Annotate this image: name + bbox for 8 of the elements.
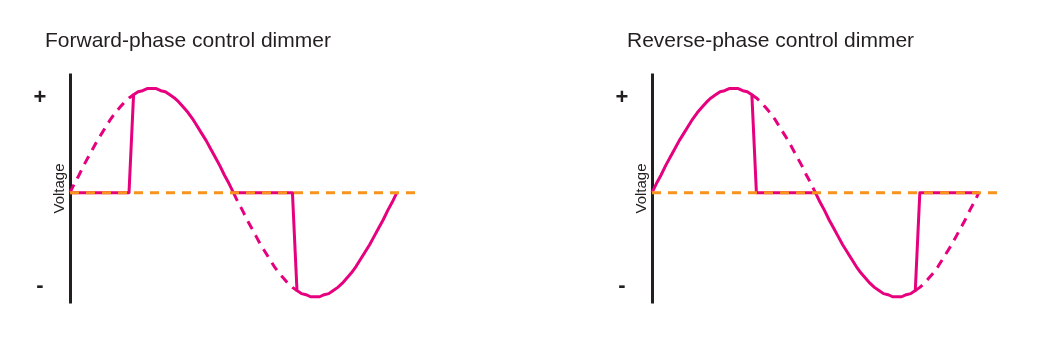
text: -: [618, 272, 626, 297]
text: -: [36, 272, 44, 297]
text: +: [33, 84, 47, 109]
chart-title: Reverse-phase control dimmer: [627, 28, 915, 51]
y-axis-title: Voltage: [631, 163, 649, 214]
text: +: [615, 84, 629, 109]
chart-title: Forward-phase control dimmer: [45, 28, 331, 51]
y-axis-title: Voltage: [49, 163, 67, 214]
